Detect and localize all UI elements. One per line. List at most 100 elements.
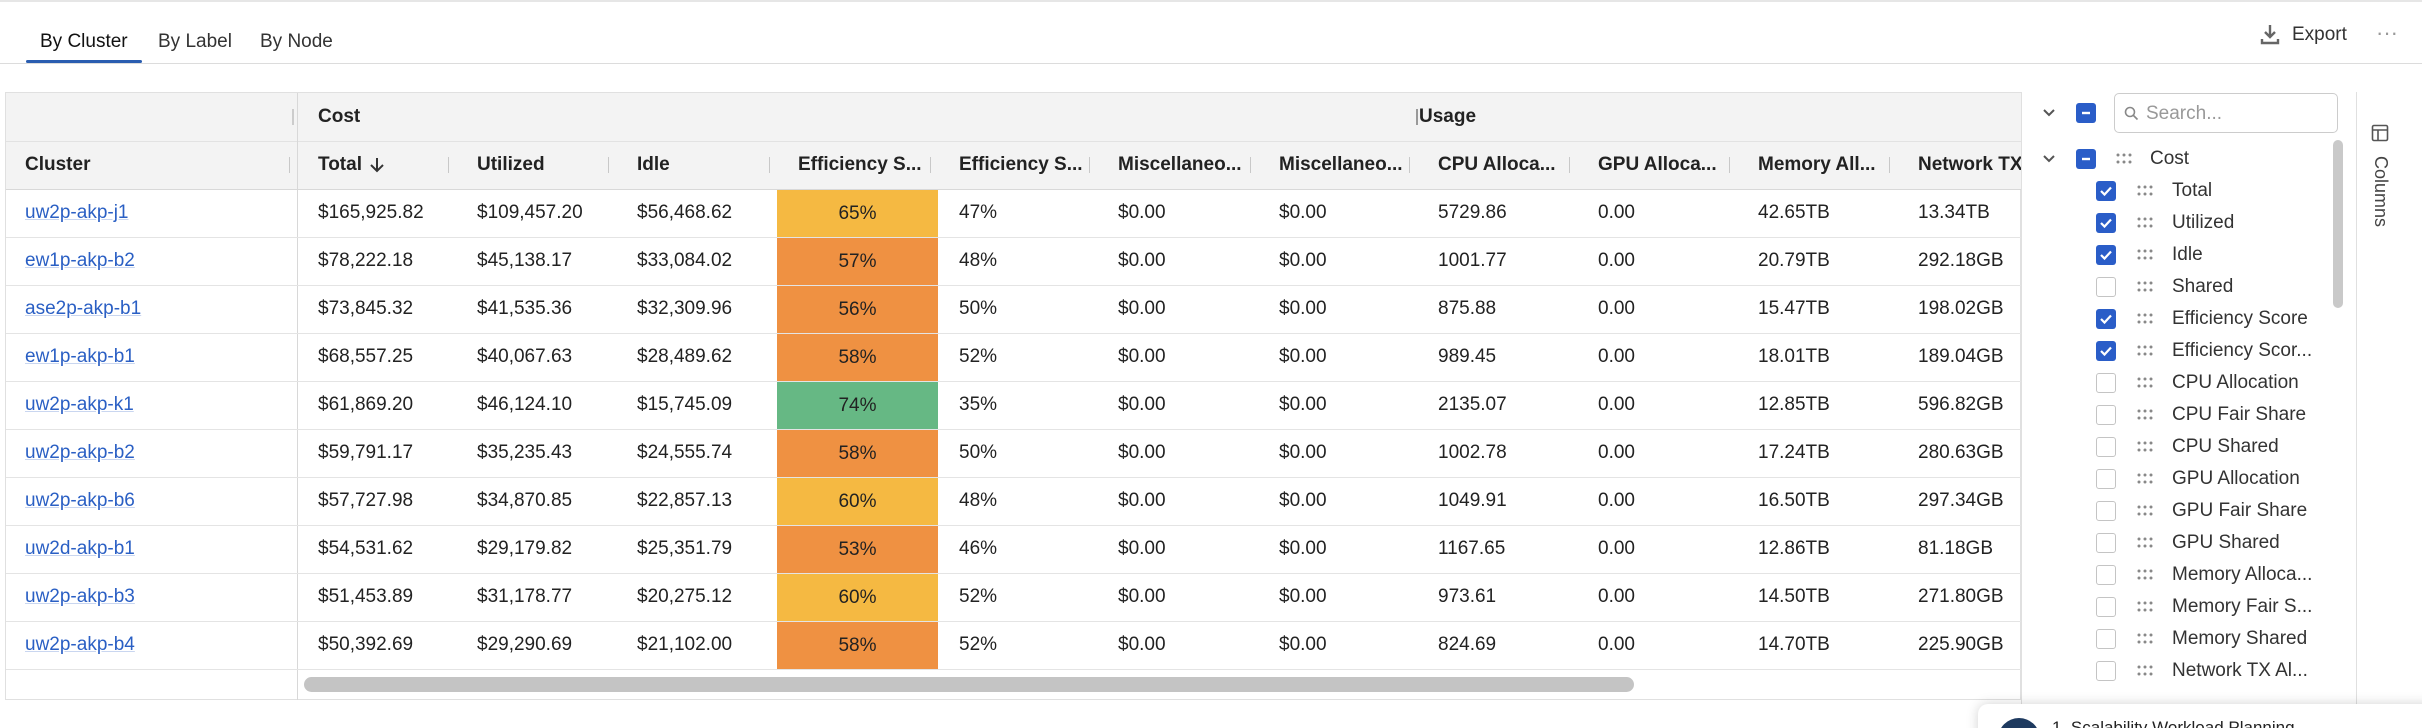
cluster-link[interactable]: uw2p-akp-j1 bbox=[25, 202, 129, 223]
expand-chevron bbox=[2043, 109, 2055, 117]
check-icon bbox=[2100, 186, 2112, 197]
column-checkbox[interactable] bbox=[2096, 309, 2116, 329]
notification-avatar bbox=[1998, 718, 2040, 728]
table-cell: 42.65TB bbox=[1758, 202, 1830, 223]
column-checkbox[interactable] bbox=[2096, 469, 2116, 489]
column-header[interactable]: GPU Alloca... bbox=[1598, 154, 1717, 175]
column-option-label[interactable]: CPU Shared bbox=[2172, 436, 2279, 457]
column-header[interactable]: Memory All... bbox=[1758, 154, 1876, 175]
group-checkbox[interactable] bbox=[2076, 149, 2096, 169]
more-menu[interactable]: ··· bbox=[2376, 20, 2398, 45]
cluster-link[interactable]: ase2p-akp-b1 bbox=[25, 298, 142, 319]
search-placeholder: Search... bbox=[2146, 103, 2223, 124]
column-option-label[interactable]: Idle bbox=[2172, 244, 2203, 265]
column-checkbox[interactable] bbox=[2096, 597, 2116, 617]
select-all-checkbox[interactable] bbox=[2076, 103, 2096, 123]
column-option-label[interactable]: Memory Fair S... bbox=[2172, 596, 2313, 617]
table-cell: $0.00 bbox=[1279, 442, 1327, 463]
columns-tab[interactable]: Columns bbox=[2371, 156, 2391, 228]
cluster-link[interactable]: uw2p-akp-b2 bbox=[25, 442, 135, 463]
column-checkbox[interactable] bbox=[2096, 213, 2116, 233]
column-checkbox[interactable] bbox=[2096, 565, 2116, 585]
horizontal-scrollbar[interactable] bbox=[304, 677, 1634, 692]
column-option-label[interactable]: GPU Fair Share bbox=[2172, 500, 2308, 521]
column-header[interactable]: Efficiency S... bbox=[959, 154, 1083, 175]
tab[interactable]: By Label bbox=[158, 31, 232, 52]
column-header[interactable]: Cluster bbox=[25, 154, 91, 175]
cluster-link[interactable]: uw2p-akp-b6 bbox=[25, 490, 135, 511]
top-border bbox=[0, 0, 2422, 2]
efficiency-cell: 60% bbox=[777, 478, 938, 525]
cluster-link[interactable]: ew1p-akp-b2 bbox=[25, 250, 135, 271]
cluster-link[interactable]: uw2p-akp-k1 bbox=[25, 394, 134, 415]
column-option-label[interactable]: Utilized bbox=[2172, 212, 2235, 233]
column-checkbox[interactable] bbox=[2096, 533, 2116, 553]
column-checkbox[interactable] bbox=[2096, 501, 2116, 521]
drag-handle bbox=[2137, 537, 2153, 548]
column-header[interactable]: Idle bbox=[637, 154, 670, 175]
table-cell: $0.00 bbox=[1279, 586, 1327, 607]
column-option-label[interactable]: Efficiency Score bbox=[2172, 308, 2308, 329]
table-cell: 824.69 bbox=[1438, 634, 1497, 655]
export-icon[interactable] bbox=[2258, 22, 2282, 46]
column-checkbox[interactable] bbox=[2096, 437, 2116, 457]
column-header[interactable]: Miscellaneo... bbox=[1118, 154, 1242, 175]
column-option-label[interactable]: Memory Alloca... bbox=[2172, 564, 2313, 585]
column-checkbox[interactable] bbox=[2096, 373, 2116, 393]
column-checkbox[interactable] bbox=[2096, 181, 2116, 201]
check-icon bbox=[2100, 314, 2112, 325]
cluster-link[interactable]: ew1p-akp-b1 bbox=[25, 346, 135, 367]
column-option-label[interactable]: Total bbox=[2172, 180, 2213, 201]
table-cell: $73,845.32 bbox=[318, 298, 414, 319]
cluster-link[interactable]: uw2d-akp-b1 bbox=[25, 538, 135, 559]
column-option-label[interactable]: CPU Fair Share bbox=[2172, 404, 2307, 425]
column-header[interactable]: Efficiency S... bbox=[798, 154, 922, 175]
column-checkbox[interactable] bbox=[2096, 629, 2116, 649]
cluster-link[interactable]: uw2p-akp-b4 bbox=[25, 634, 135, 655]
column-option-label[interactable]: GPU Allocation bbox=[2172, 468, 2300, 489]
export-button[interactable]: Export bbox=[2292, 24, 2347, 45]
column-header[interactable]: Miscellaneo... bbox=[1279, 154, 1403, 175]
table-cell: $28,489.62 bbox=[637, 346, 733, 367]
table-cell: 0.00 bbox=[1598, 442, 1635, 463]
header-divider bbox=[6, 189, 2021, 190]
column-checkbox[interactable] bbox=[2096, 277, 2116, 297]
column-resizer bbox=[1569, 157, 1570, 173]
efficiency-cell: 65% bbox=[777, 190, 938, 237]
drag-handle bbox=[2137, 441, 2153, 452]
column-checkbox[interactable] bbox=[2096, 341, 2116, 361]
search-box[interactable]: Search... bbox=[2114, 93, 2338, 133]
column-checkbox[interactable] bbox=[2096, 245, 2116, 265]
column-option-label[interactable]: GPU Shared bbox=[2172, 532, 2280, 553]
table-cell: 973.61 bbox=[1438, 586, 1497, 607]
column-option-label[interactable]: Shared bbox=[2172, 276, 2234, 297]
column-option-label[interactable]: Efficiency Scor... bbox=[2172, 340, 2313, 361]
column-header[interactable]: Utilized bbox=[477, 154, 545, 175]
table-cell: $59,791.17 bbox=[318, 442, 414, 463]
tab[interactable]: By Node bbox=[260, 31, 333, 52]
column-option-label[interactable]: Network TX Al... bbox=[2172, 660, 2308, 681]
group-separator bbox=[1416, 109, 1418, 125]
table-cell: $46,124.10 bbox=[477, 394, 573, 415]
column-option-label[interactable]: Memory Shared bbox=[2172, 628, 2308, 649]
column-header[interactable]: Network TX bbox=[1918, 154, 2021, 175]
tab[interactable]: By Cluster bbox=[40, 31, 128, 52]
cluster-link[interactable]: uw2p-akp-b3 bbox=[25, 586, 135, 607]
drag-handle bbox=[2137, 313, 2153, 324]
column-resizer bbox=[1409, 157, 1410, 173]
column-checkbox[interactable] bbox=[2096, 405, 2116, 425]
column-checkbox[interactable] bbox=[2096, 661, 2116, 681]
drag-handle bbox=[2137, 377, 2153, 388]
table-cell: 48% bbox=[959, 250, 998, 271]
column-header[interactable]: Total bbox=[318, 154, 362, 175]
tabs-divider bbox=[0, 63, 2422, 64]
column-header[interactable]: CPU Alloca... bbox=[1438, 154, 1556, 175]
notification-text: 1. Scalability Workload Planning bbox=[2052, 718, 2295, 728]
minus-icon bbox=[2082, 111, 2090, 115]
table-cell: 50% bbox=[959, 442, 998, 463]
panel-scrollbar[interactable] bbox=[2333, 140, 2343, 308]
notification-card[interactable]: 1. Scalability Workload Planning bbox=[1978, 704, 2422, 728]
column-option-label[interactable]: CPU Allocation bbox=[2172, 372, 2299, 393]
drag-handle bbox=[2137, 281, 2153, 292]
table-cell: $61,869.20 bbox=[318, 394, 414, 415]
